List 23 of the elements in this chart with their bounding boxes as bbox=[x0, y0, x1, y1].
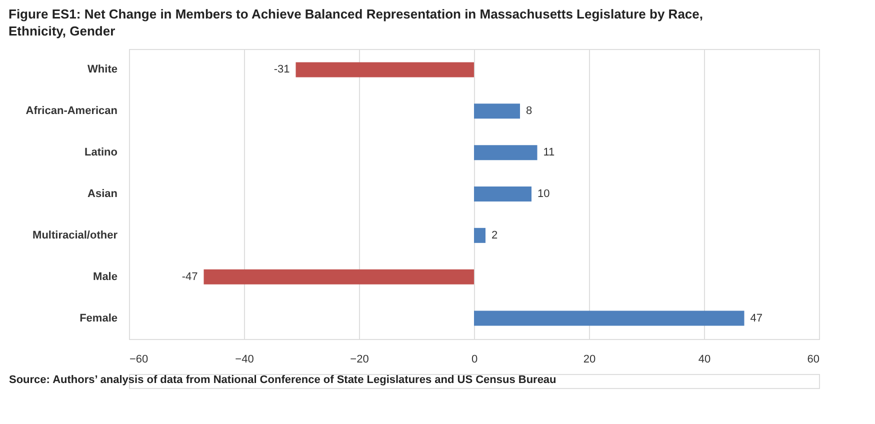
data-label: -47 bbox=[182, 270, 198, 283]
x-tick-label: −20 bbox=[350, 354, 369, 366]
chart-title: Figure ES1: Net Change in Members to Achieve Balanced Representation in Massachusetts Legislature by Race, Ethnicity, Gender bbox=[8, 6, 703, 38]
data-label: 10 bbox=[538, 188, 550, 200]
y-tick-label: Male bbox=[93, 270, 118, 283]
data-label: 2 bbox=[492, 229, 498, 242]
y-tick-label: African-American bbox=[26, 105, 118, 118]
y-tick-label: Asian bbox=[88, 188, 118, 200]
source-note: Source: Authors’ analysis of data from National Conference of State Legislatures and US Census Bureau bbox=[9, 374, 556, 386]
y-tick-label: Multiracial/other bbox=[32, 229, 118, 242]
data-label: 47 bbox=[750, 312, 762, 324]
data-label: 8 bbox=[526, 105, 532, 118]
data-label: 11 bbox=[543, 146, 555, 159]
y-tick-label: White bbox=[88, 64, 118, 76]
x-tick-label: −40 bbox=[235, 354, 254, 366]
data-label: -31 bbox=[274, 64, 290, 76]
y-tick-label: Female bbox=[80, 312, 118, 324]
y-tick-label: Latino bbox=[84, 146, 118, 159]
x-tick-label: 40 bbox=[698, 354, 711, 366]
x-tick-label: −60 bbox=[130, 354, 148, 366]
x-tick-label: 20 bbox=[583, 354, 596, 366]
x-tick-label: 60 bbox=[807, 354, 820, 366]
x-tick-label: 0 bbox=[471, 354, 478, 366]
